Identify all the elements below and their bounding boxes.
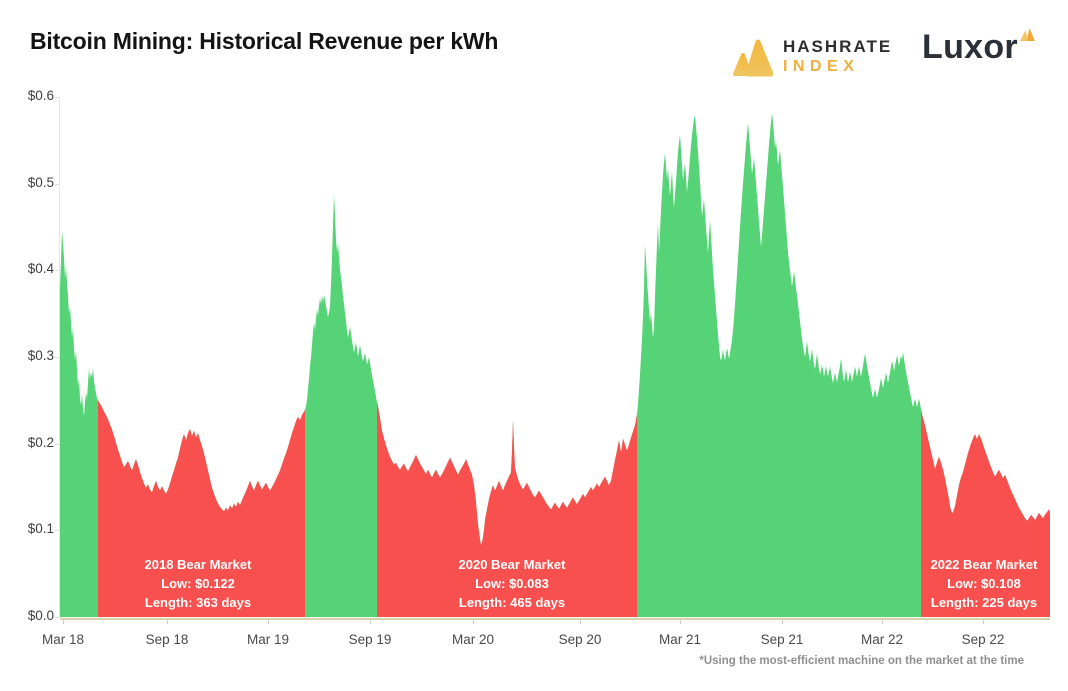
hashrate-index-icon xyxy=(733,39,773,77)
x-axis-label: Mar 21 xyxy=(658,632,702,647)
y-axis-label: $0.5 xyxy=(27,174,54,190)
y-axis-label: $0.3 xyxy=(27,348,54,363)
y-axis-tick xyxy=(55,183,59,185)
x-axis-tick xyxy=(370,620,371,624)
y-axis-label: $0.1 xyxy=(27,521,54,537)
y-axis-label: $0.4 xyxy=(27,261,54,277)
y-axis-tick xyxy=(55,97,59,98)
x-axis-label: Sep 22 xyxy=(961,632,1005,647)
x-axis-label: Mar 20 xyxy=(451,632,495,647)
y-axis-line xyxy=(59,97,60,618)
x-axis-line xyxy=(60,618,1050,620)
page-title: Bitcoin Mining: Historical Revenue per k… xyxy=(30,28,499,54)
x-axis-label: Sep 21 xyxy=(760,632,804,647)
revenue-area-chart xyxy=(60,112,1050,617)
x-axis-label: Mar 19 xyxy=(246,632,290,647)
y-axis-label: $0.6 xyxy=(27,88,54,103)
hashrate-wordmark: HASHRATE xyxy=(783,36,893,56)
luxor-triangle-icon xyxy=(1019,28,1035,41)
y-axis-tick xyxy=(55,443,59,445)
y-axis-tick xyxy=(55,617,59,618)
x-axis-label: Sep 18 xyxy=(145,632,189,647)
x-axis-label: Sep 20 xyxy=(558,632,602,647)
x-axis-tick xyxy=(473,620,474,624)
x-axis-tick xyxy=(882,620,883,624)
x-axis-tick xyxy=(63,620,64,624)
y-axis-tick xyxy=(55,357,59,358)
index-wordmark: INDEX xyxy=(783,57,860,75)
x-axis-tick xyxy=(268,620,269,624)
x-axis-tick xyxy=(680,620,681,624)
y-axis-label: $0.2 xyxy=(27,434,54,450)
x-axis-tick xyxy=(580,620,581,624)
y-axis-label: $0.0 xyxy=(27,608,54,623)
hashrate-index-logo: HASHRATE INDEX xyxy=(731,33,892,79)
luxor-wordmark: Luxor xyxy=(922,28,1018,66)
y-axis-tick xyxy=(55,270,59,272)
area-bull xyxy=(60,112,1050,617)
x-axis-label: Mar 22 xyxy=(860,632,904,647)
x-axis-label: Sep 19 xyxy=(348,632,392,647)
x-axis-tick xyxy=(167,620,168,624)
x-axis-label: Mar 18 xyxy=(41,632,85,647)
x-axis-tick xyxy=(782,620,783,624)
y-axis-tick xyxy=(55,530,59,532)
luxor-logo: Luxor xyxy=(922,28,1035,67)
x-axis-tick xyxy=(983,620,984,624)
footnote: *Using the most-efficient machine on the… xyxy=(699,655,1024,667)
